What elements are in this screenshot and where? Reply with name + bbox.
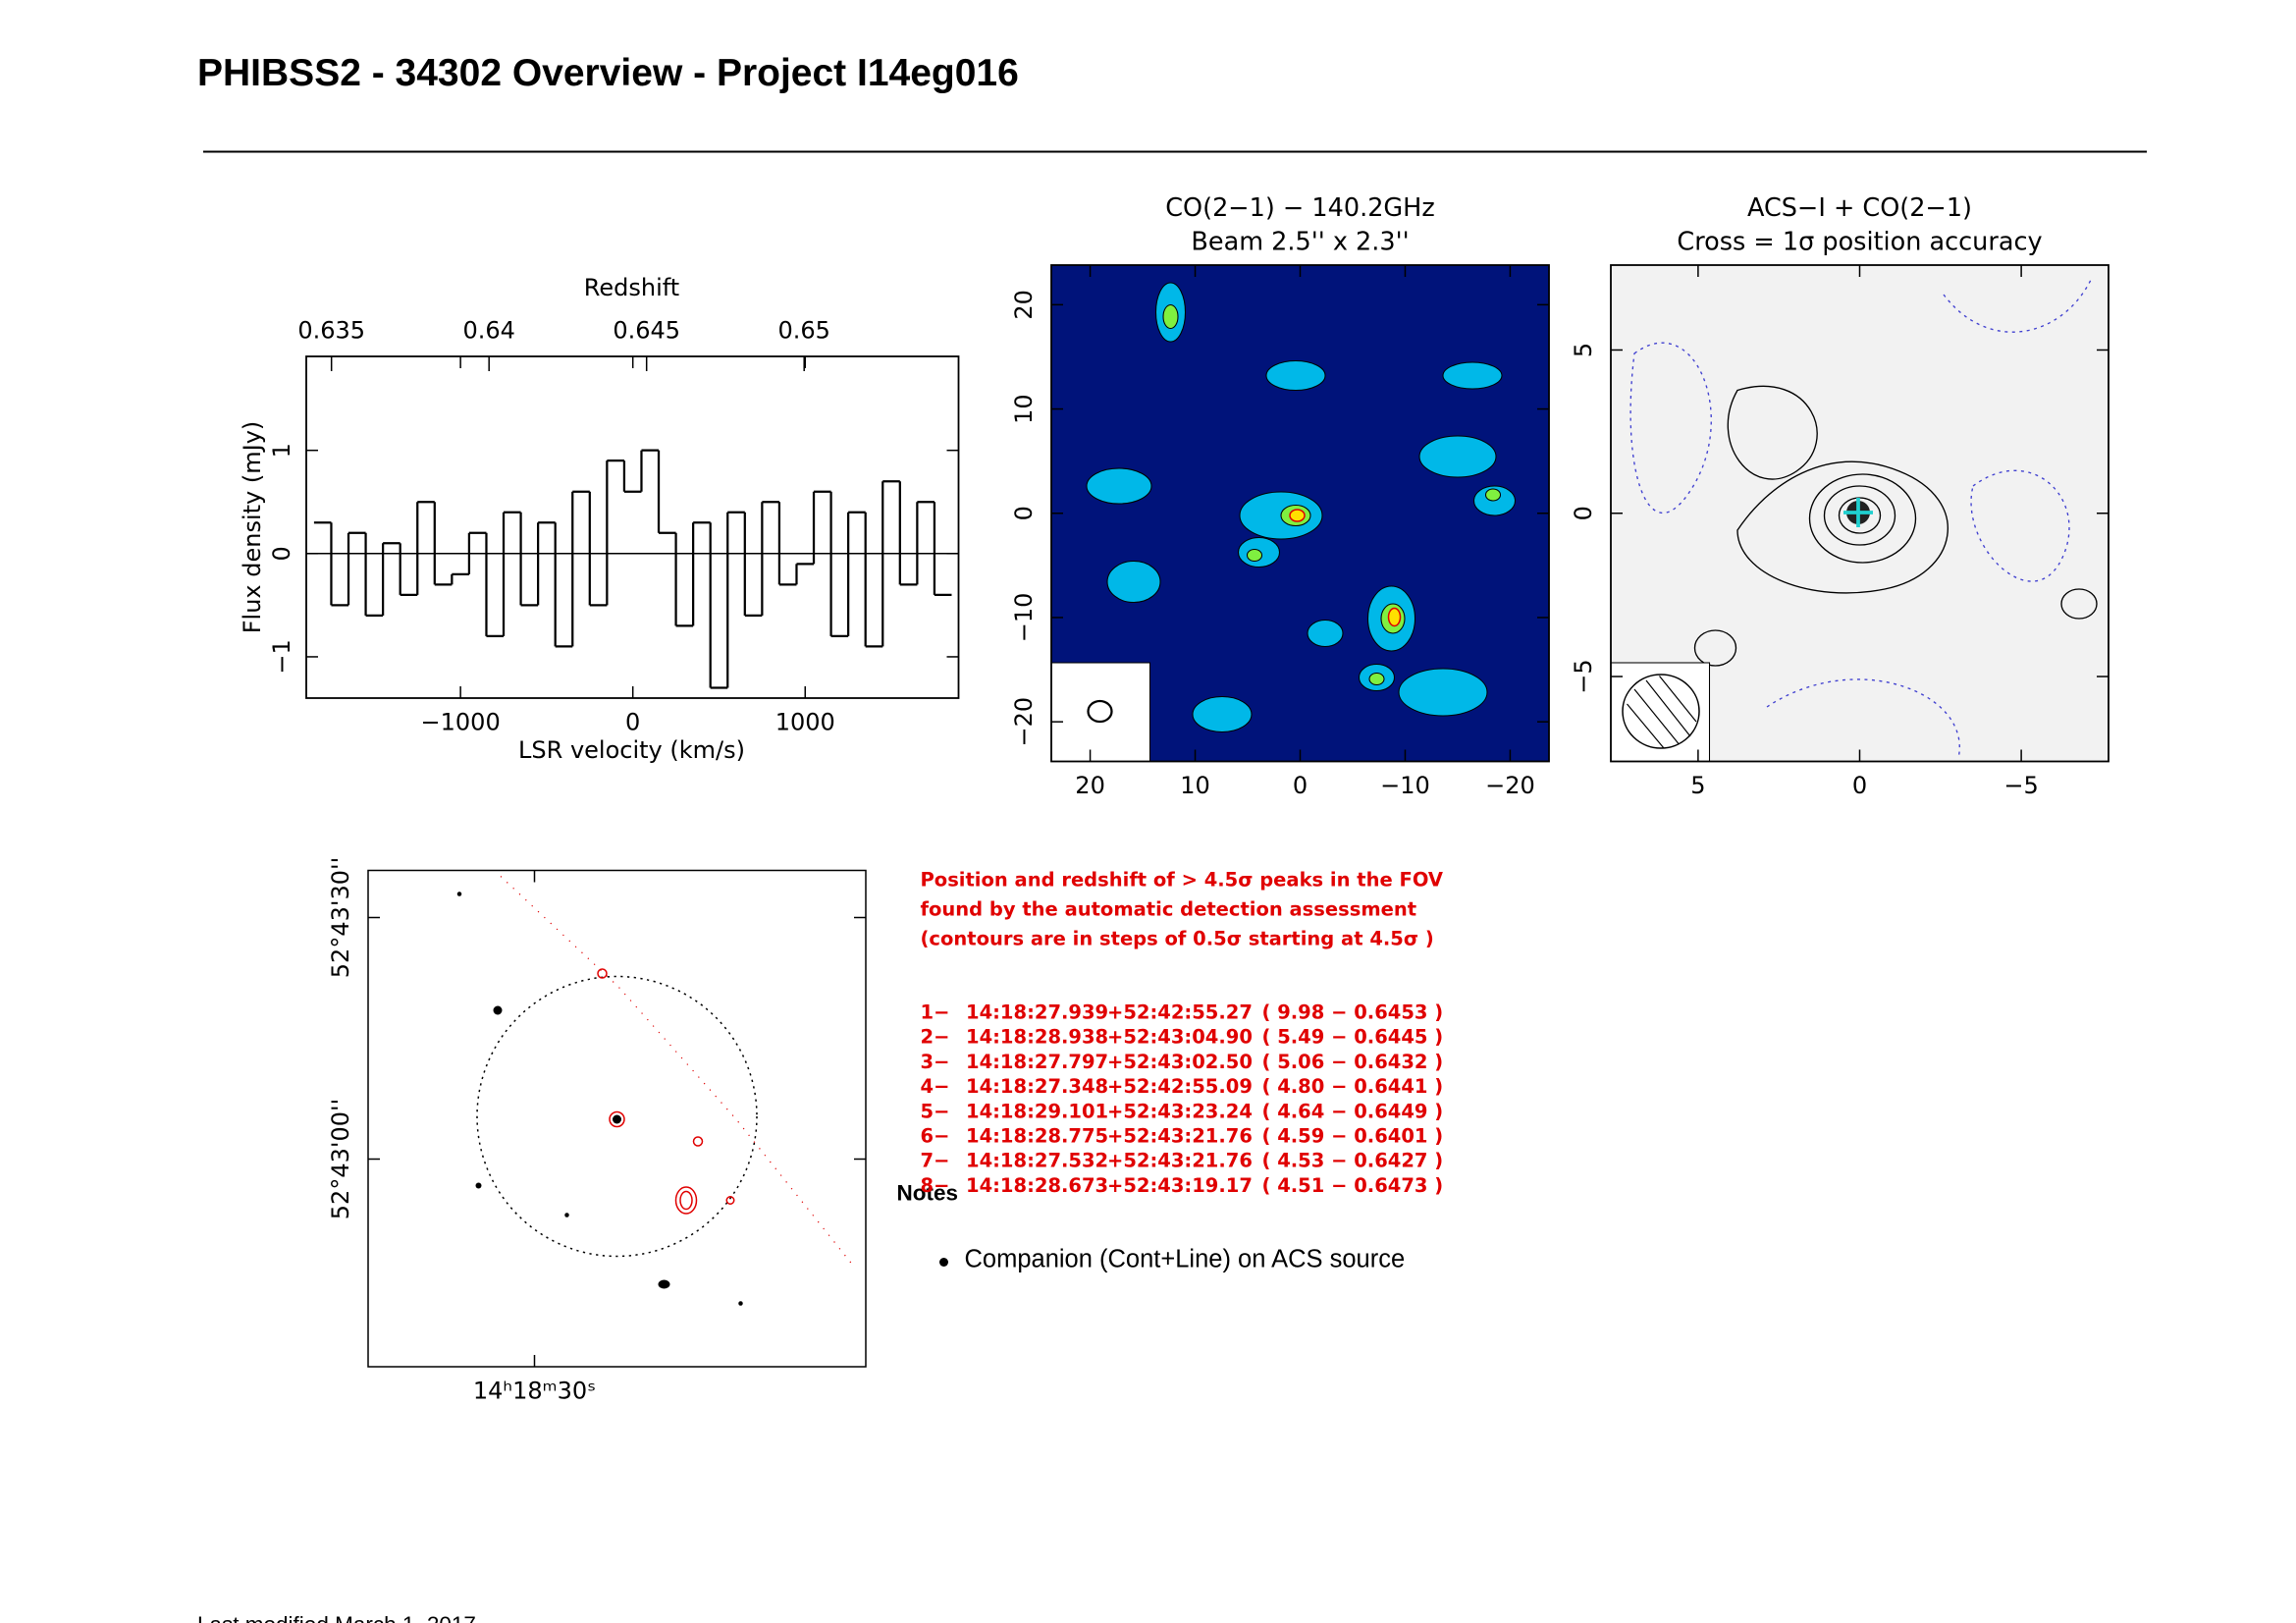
detection-cell: 14:18:28.775 xyxy=(966,1125,1108,1148)
detection-cell: 14:18:28.673 xyxy=(966,1174,1108,1197)
x2-tick-label: 0.635 xyxy=(297,317,365,345)
x-tick-label: −10 xyxy=(1380,772,1430,799)
x-tick-label: −5 xyxy=(2003,772,2038,799)
x-tick-label: 10 xyxy=(1180,772,1210,799)
footer: Last modified March 1, 2017 xyxy=(197,1612,476,1623)
co-map-image xyxy=(1050,265,1550,763)
detection-cell: 1− xyxy=(921,1001,950,1024)
x2-tick-label: 0.64 xyxy=(462,317,514,345)
detection-cell: ( 4.80 − 0.6441 ) xyxy=(1262,1075,1444,1098)
x-axis-label: LSR velocity (km/s) xyxy=(518,736,745,764)
bullet xyxy=(939,1258,949,1267)
map-subtitle: Cross = 1σ position accuracy xyxy=(1677,228,2042,257)
detection-cell: +52:42:55.09 xyxy=(1107,1075,1253,1098)
note-item: Companion (Cont+Line) on ACS source xyxy=(965,1246,1406,1273)
detection-cell: ( 4.64 − 0.6449 ) xyxy=(1262,1100,1444,1122)
acs-map-image xyxy=(1610,265,2109,763)
y-tick-label: 10 xyxy=(1010,394,1038,424)
x-tick-label: 5 xyxy=(1690,772,1705,799)
x2-tick-label: 0.645 xyxy=(613,317,680,345)
detection-cell: ( 4.51 − 0.6473 ) xyxy=(1262,1174,1444,1197)
detection-cell: +52:43:23.24 xyxy=(1107,1100,1253,1122)
detection-cell: +52:43:04.90 xyxy=(1107,1026,1253,1049)
map-title: CO(2−1) − 140.2GHz xyxy=(1165,193,1435,223)
detection-cell: 5− xyxy=(921,1100,950,1122)
detection-cell: +52:43:21.76 xyxy=(1107,1125,1253,1148)
map-subtitle: Beam 2.5'' x 2.3'' xyxy=(1191,228,1409,257)
x2-axis-label: Redshift xyxy=(584,274,679,301)
x2-tick-label: 0.65 xyxy=(777,317,829,345)
detection-cell: ( 4.53 − 0.6427 ) xyxy=(1262,1150,1444,1172)
x-tick-label: −1000 xyxy=(421,709,501,736)
detection-cell: +52:42:55.27 xyxy=(1107,1001,1253,1024)
finder-y-tick-label: 52°43'30'' xyxy=(327,857,354,978)
map-title: ACS−I + CO(2−1) xyxy=(1747,193,1972,223)
detection-cell: +52:43:02.50 xyxy=(1107,1051,1253,1073)
x-tick-label: 20 xyxy=(1075,772,1105,799)
x-tick-label: 1000 xyxy=(775,709,835,736)
x-tick-label: 0 xyxy=(625,709,640,736)
detection-cell: 6− xyxy=(921,1125,950,1148)
y-tick-label: 20 xyxy=(1010,290,1038,320)
detection-cell: 14:18:28.938 xyxy=(966,1026,1108,1049)
detection-cell: 4− xyxy=(921,1075,950,1098)
detection-cell: 14:18:27.797 xyxy=(966,1051,1108,1073)
detection-cell: +52:43:19.17 xyxy=(1107,1174,1253,1197)
notes-title: Notes xyxy=(897,1180,959,1205)
detection-cell: 14:18:27.532 xyxy=(966,1150,1108,1172)
detection-cell: 14:18:29.101 xyxy=(966,1100,1108,1122)
detection-intro: found by the automatic detection assessm… xyxy=(921,898,1417,921)
x-tick-label: 0 xyxy=(1293,772,1308,799)
detection-cell: 8− xyxy=(921,1174,950,1197)
detection-cell: +52:43:21.76 xyxy=(1107,1150,1253,1172)
y-axis-label: Flux density (mJy) xyxy=(239,421,266,634)
x-tick-label: 0 xyxy=(1852,772,1867,799)
finder-x-tick-label: 14ʰ18ᵐ30ˢ xyxy=(473,1378,596,1405)
page-title: PHIBSS2 - 34302 Overview - Project I14eg… xyxy=(197,52,1019,94)
y-tick-label: −5 xyxy=(1570,659,1597,693)
y-tick-label: −1 xyxy=(268,639,295,674)
detection-cell: 14:18:27.939 xyxy=(966,1001,1108,1024)
plot-frame xyxy=(305,355,960,699)
detection-cell: 7− xyxy=(921,1150,950,1172)
y-tick-label: 0 xyxy=(1010,506,1038,520)
detection-cell: ( 4.59 − 0.6401 ) xyxy=(1262,1125,1444,1148)
y-tick-label: −20 xyxy=(1010,697,1038,747)
detection-cell: 14:18:27.348 xyxy=(966,1075,1108,1098)
x-tick-label: −20 xyxy=(1485,772,1535,799)
y-tick-label: 5 xyxy=(1570,343,1597,357)
y-tick-label: −10 xyxy=(1010,593,1038,643)
detection-cell: 3− xyxy=(921,1051,950,1073)
detection-intro: (contours are in steps of 0.5σ starting … xyxy=(921,928,1434,950)
y-tick-label: 0 xyxy=(268,546,295,561)
detection-cell: ( 9.98 − 0.6453 ) xyxy=(1262,1001,1444,1024)
detection-cell: ( 5.49 − 0.6445 ) xyxy=(1262,1026,1444,1049)
y-tick-label: 0 xyxy=(1570,506,1597,520)
detection-cell: 2− xyxy=(921,1026,950,1049)
detection-intro: Position and redshift of > 4.5σ peaks in… xyxy=(921,869,1443,892)
y-tick-label: 1 xyxy=(268,443,295,458)
detection-cell: ( 5.06 − 0.6432 ) xyxy=(1262,1051,1444,1073)
finder-y-tick-label: 52°43'00'' xyxy=(327,1099,354,1219)
finder-chart xyxy=(367,869,867,1368)
